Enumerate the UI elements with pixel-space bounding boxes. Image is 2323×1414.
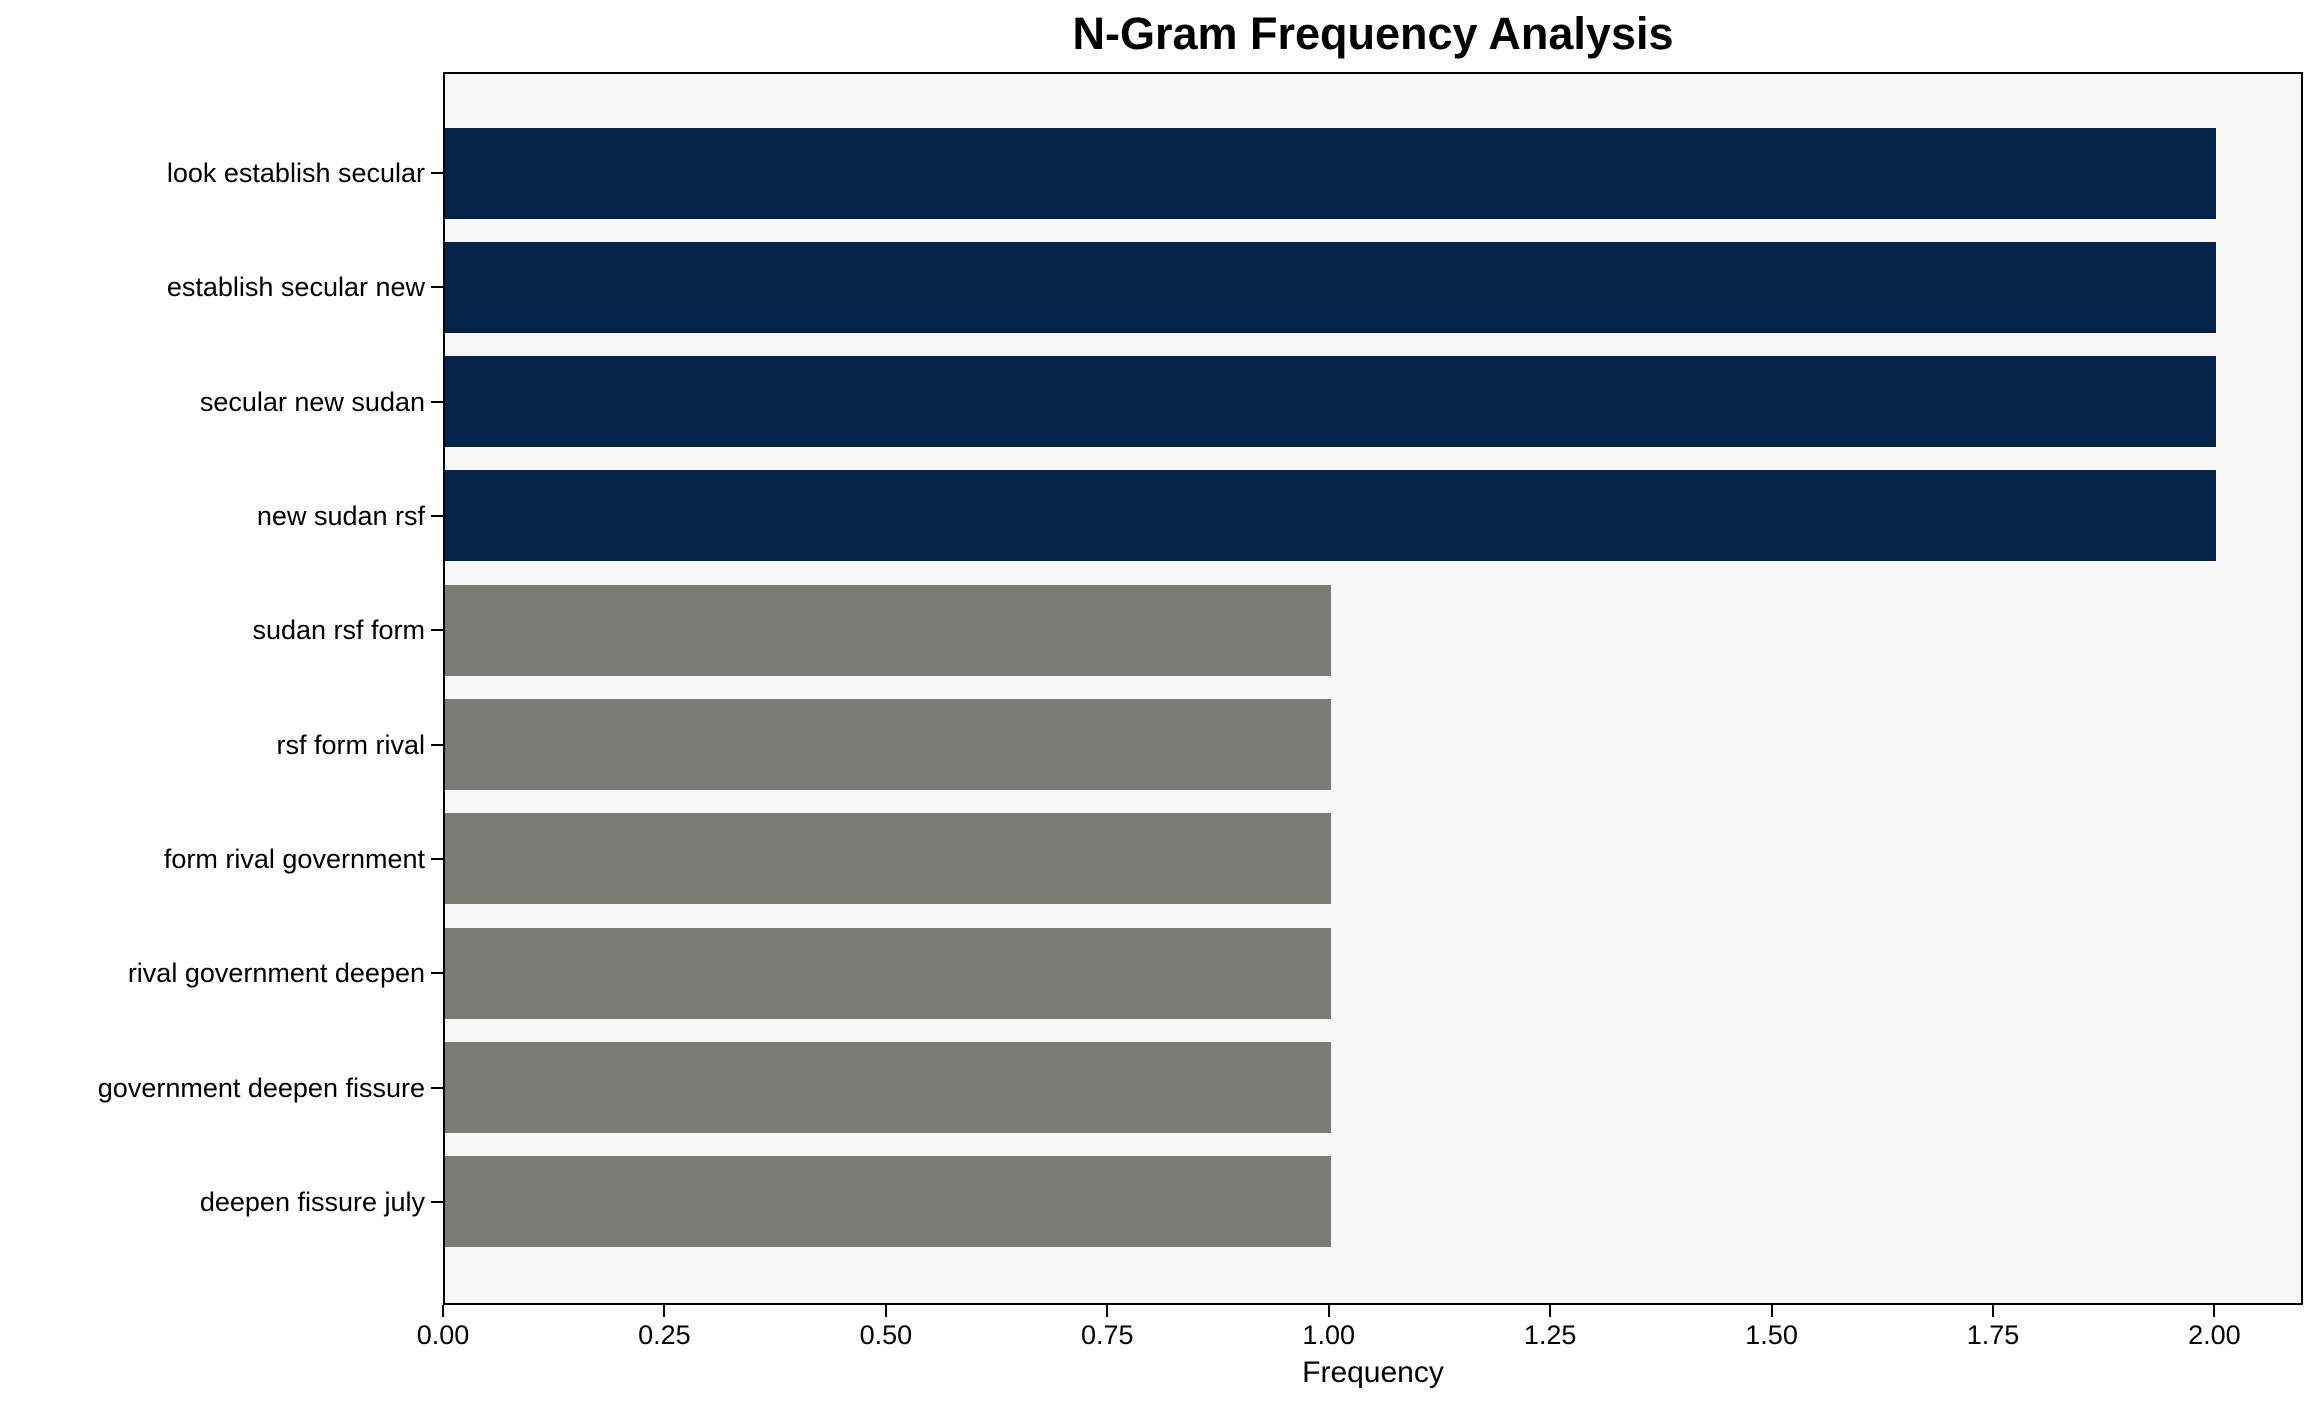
y-tick-mark	[431, 172, 443, 174]
y-tick-mark	[431, 743, 443, 746]
y-tick-mark	[431, 1200, 443, 1203]
bar	[445, 241, 2216, 333]
y-tick-label: new sudan rsf	[256, 500, 425, 531]
y-tick-mark	[431, 972, 443, 975]
bar	[445, 470, 2216, 562]
y-tick-label: look establish secular	[166, 158, 425, 188]
x-tick-label: 0.00	[416, 1320, 470, 1350]
x-tick-label: 0.25	[638, 1320, 691, 1350]
bar	[445, 127, 2216, 219]
bar	[445, 813, 1331, 905]
y-tick-label: secular new sudan	[199, 386, 425, 417]
y-tick-label: rival government deepen	[127, 958, 425, 989]
x-tick-label: 0.75	[1081, 1320, 1134, 1350]
y-tick-label: deepen fissure july	[199, 1186, 425, 1217]
x-tick-label: 1.75	[1966, 1320, 2020, 1350]
x-tick-label: 0.50	[859, 1320, 913, 1350]
x-tick-mark	[663, 1305, 666, 1317]
x-tick-mark	[884, 1305, 887, 1317]
bar	[445, 356, 2216, 448]
x-tick-mark	[2213, 1305, 2216, 1317]
y-tick-label: form rival government	[163, 843, 425, 874]
x-tick-mark	[1327, 1305, 1330, 1317]
bar	[445, 699, 1331, 791]
x-tick-mark	[1992, 1305, 1994, 1317]
y-tick-label: sudan rsf form	[252, 615, 425, 646]
y-tick-mark	[431, 857, 443, 860]
y-tick-label: government deepen fissure	[97, 1072, 425, 1103]
bar	[445, 1042, 1331, 1134]
x-tick-label: 1.00	[1302, 1320, 1355, 1350]
bar	[445, 584, 1331, 676]
bar	[445, 927, 1331, 1019]
x-tick-mark	[1770, 1305, 1773, 1317]
x-tick-label: 1.50	[1745, 1320, 1798, 1350]
chart-title: N-Gram Frequency Analysis	[1072, 8, 1674, 59]
x-tick-mark	[442, 1305, 444, 1317]
x-tick-mark	[1549, 1305, 1552, 1317]
x-tick-label: 2.00	[2188, 1320, 2241, 1350]
y-tick-mark	[431, 286, 443, 289]
y-tick-mark	[431, 514, 443, 517]
y-tick-label: establish secular new	[166, 272, 425, 303]
bar	[445, 1156, 1331, 1248]
x-tick-label: 1.25	[1523, 1320, 1577, 1350]
y-tick-mark	[431, 1086, 443, 1089]
y-tick-mark	[431, 629, 443, 632]
y-tick-label: rsf form rival	[276, 729, 426, 760]
x-axis-label: Frequency	[1302, 1356, 1444, 1389]
x-tick-mark	[1106, 1305, 1109, 1317]
y-tick-mark	[431, 400, 443, 403]
